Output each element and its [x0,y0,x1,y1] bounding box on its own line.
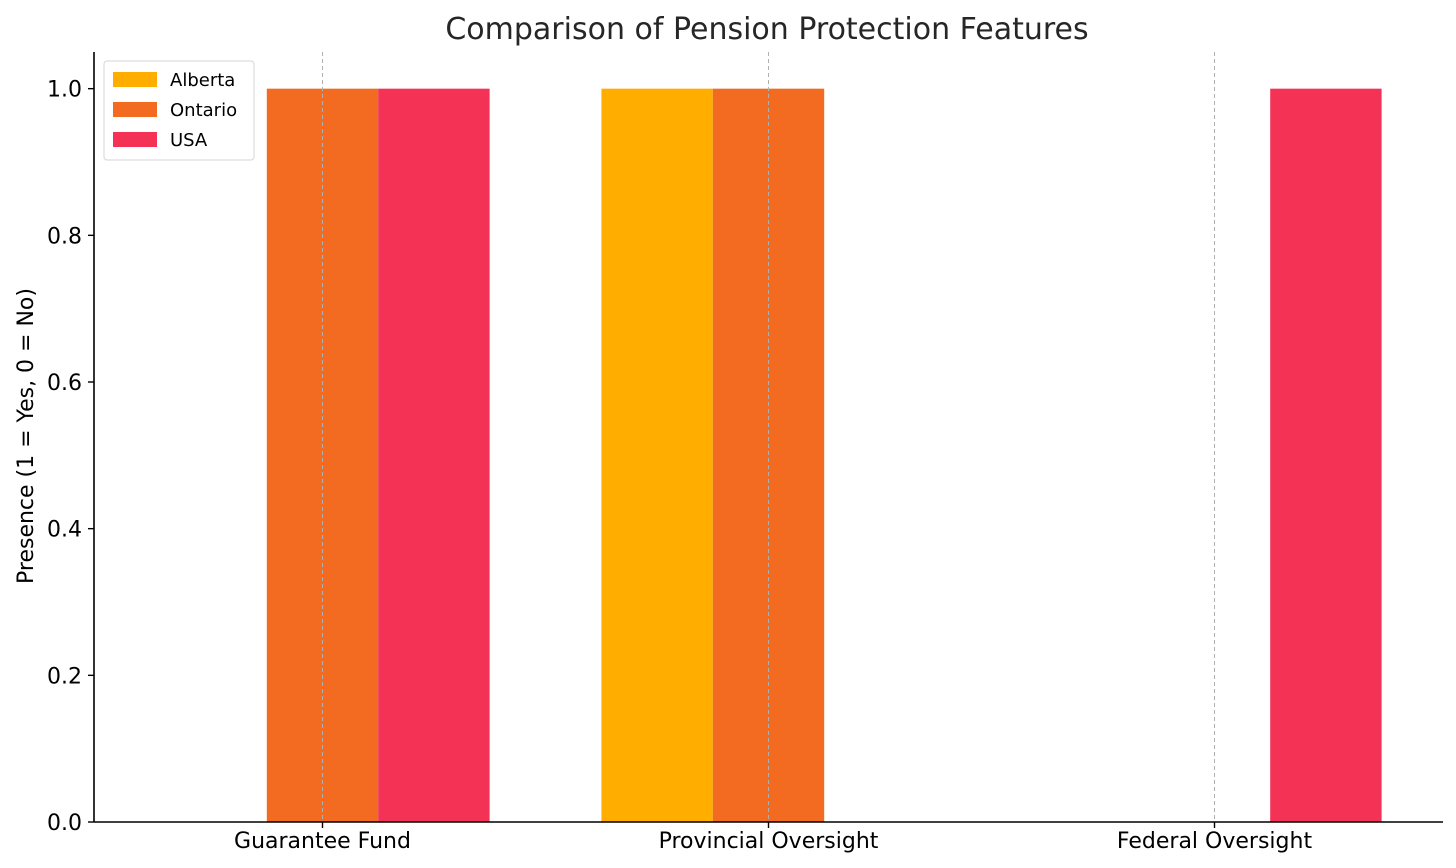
x-tick-label: Federal Oversight [1117,829,1313,854]
legend-label-usa: USA [170,130,208,151]
y-tick-label: 1.0 [47,78,82,103]
legend-label-ontario: Ontario [170,100,237,121]
y-tick-label: 0.2 [47,664,82,689]
y-tick-label: 0.8 [47,224,82,249]
x-tick-label: Provincial Oversight [659,829,879,854]
chart-title: Comparison of Pension Protection Feature… [445,12,1088,47]
legend-swatch-ontario [113,102,157,117]
bars [266,52,1382,823]
y-tick-label: 0.6 [47,371,82,396]
legend: Alberta Ontario USA [103,60,255,161]
bar-usa-0 [378,88,490,823]
x-tick-label: Guarantee Fund [234,829,411,854]
y-tick-label: 0.0 [47,811,82,836]
y-tick-label: 0.4 [47,518,82,543]
legend-label-alberta: Alberta [170,70,235,91]
legend-swatch-alberta [113,72,157,87]
legend-swatch-usa [113,132,157,147]
y-axis-label: Presence (1 = Yes, 0 = No) [14,288,39,584]
tick-labels: 0.0 0.2 0.4 0.6 0.8 1.0 Guarantee Fund Provinci… [47,78,1312,854]
axes [88,52,1443,828]
bar-alberta-1 [601,88,713,823]
bar-usa-2 [1270,88,1382,823]
